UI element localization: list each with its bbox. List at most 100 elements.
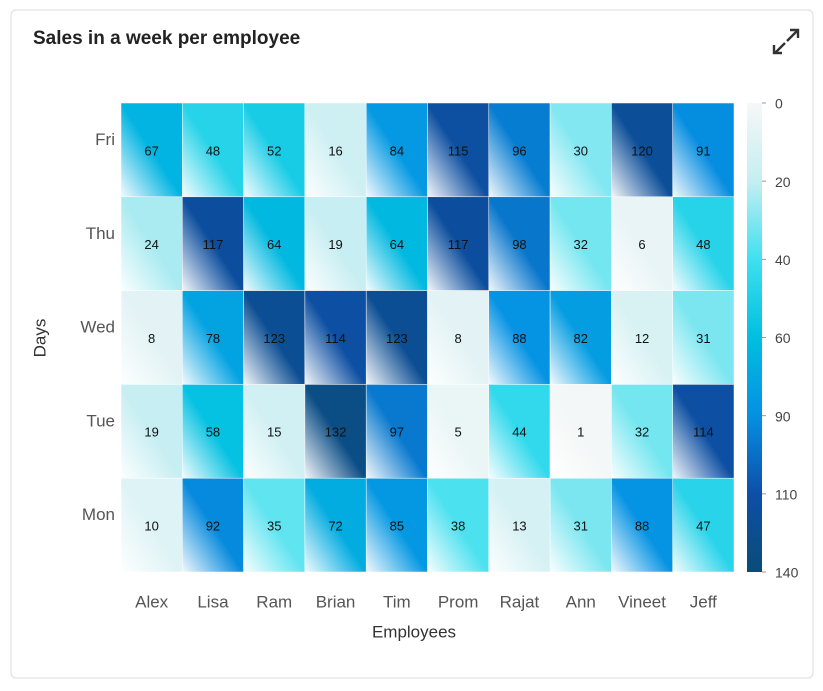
cell-label: 48 — [206, 143, 220, 158]
cell-label: 88 — [635, 519, 649, 534]
cell-label: 64 — [390, 237, 404, 252]
cell-sheen — [121, 478, 183, 572]
cell-sheen — [121, 290, 183, 385]
cell-sheen — [672, 384, 734, 479]
x-tick-label: Brian — [316, 592, 356, 611]
cell-label: 16 — [328, 143, 342, 158]
cell-sheen — [366, 103, 428, 197]
cell-label: 88 — [512, 331, 526, 346]
cell-sheen — [304, 478, 367, 572]
cell-label: 6 — [638, 237, 645, 252]
cell-label: 32 — [635, 425, 649, 440]
cell-sheen — [304, 103, 367, 197]
cell-sheen — [243, 103, 305, 197]
x-tick-label: Prom — [438, 592, 479, 611]
x-axis-title: Employees — [372, 622, 456, 641]
cell-sheen — [427, 384, 489, 479]
cell-label: 12 — [635, 331, 649, 346]
y-tick-label: Mon — [82, 505, 115, 524]
cell-label: 114 — [325, 331, 346, 346]
cell-sheen — [304, 384, 367, 479]
expand-icon[interactable] — [772, 28, 800, 55]
chart-title: Sales in a week per employee — [33, 28, 300, 49]
y-tick-label: Thu — [86, 224, 115, 243]
cell-sheen — [488, 290, 551, 385]
cell-label: 35 — [267, 519, 281, 534]
cell-label: 85 — [390, 519, 404, 534]
cell-label: 132 — [325, 425, 347, 440]
cell-label: 114 — [693, 425, 714, 440]
x-tick-label: Lisa — [197, 592, 229, 611]
cell-sheen — [366, 478, 428, 572]
cell-label: 123 — [263, 331, 285, 346]
cell-label: 78 — [206, 331, 220, 346]
cell-sheen — [611, 196, 673, 291]
cell-sheen — [121, 103, 183, 197]
cell-sheen — [182, 478, 244, 572]
colorbar-label: 90 — [775, 408, 791, 424]
cell-sheen — [550, 478, 612, 572]
cell-sheen — [182, 384, 244, 479]
cell-sheen — [182, 103, 244, 197]
y-tick-label: Wed — [80, 318, 115, 337]
cell-label: 120 — [631, 143, 653, 158]
cell-label: 64 — [267, 237, 281, 252]
cell-sheen — [121, 384, 183, 479]
cell-sheen — [366, 384, 428, 479]
colorbar-label: 140 — [775, 565, 799, 581]
cell-sheen — [243, 384, 305, 479]
cell-label: 47 — [696, 519, 710, 534]
cell-sheen — [427, 103, 489, 197]
x-tick-label: Tim — [383, 592, 411, 611]
y-axis-title: Days — [30, 319, 49, 358]
cell-sheen — [427, 196, 489, 291]
cell-sheen — [672, 196, 734, 291]
cell-label: 67 — [144, 143, 158, 158]
cell-label: 8 — [455, 331, 462, 346]
cell-sheen — [488, 478, 551, 572]
cell-sheen — [550, 290, 612, 385]
cell-label: 115 — [448, 143, 469, 158]
x-tick-label: Alex — [135, 592, 169, 611]
cell-sheen — [488, 196, 551, 291]
y-tick-label: Fri — [95, 130, 115, 149]
cell-sheen — [182, 290, 244, 385]
cell-sheen — [550, 384, 612, 479]
cell-sheen — [366, 290, 428, 385]
colorbar-label: 110 — [775, 487, 798, 503]
cell-label: 52 — [267, 143, 281, 158]
cell-label: 72 — [328, 519, 342, 534]
colorbar-label: 60 — [775, 330, 791, 346]
cell-label: 91 — [696, 143, 710, 158]
cell-sheen — [672, 103, 734, 197]
cell-sheen — [611, 103, 673, 197]
cell-sheen — [427, 290, 489, 385]
cell-label: 97 — [390, 425, 404, 440]
cell-sheen — [611, 384, 673, 479]
cell-label: 30 — [574, 143, 588, 158]
cell-label: 92 — [206, 519, 220, 534]
cell-label: 19 — [144, 425, 158, 440]
cell-sheen — [550, 196, 612, 291]
cell-label: 98 — [512, 237, 526, 252]
cell-label: 13 — [512, 519, 526, 534]
cell-label: 48 — [696, 237, 710, 252]
cell-sheen — [611, 478, 673, 572]
cell-sheen — [304, 290, 367, 385]
cell-sheen — [550, 103, 612, 197]
cell-label: 15 — [267, 425, 281, 440]
cell-label: 84 — [390, 143, 404, 158]
y-tick-label: Tue — [86, 411, 115, 430]
x-tick-label: Ann — [566, 592, 596, 611]
cell-label: 31 — [574, 519, 588, 534]
x-tick-label: Jeff — [690, 592, 717, 611]
cell-label: 8 — [148, 331, 155, 346]
x-tick-label: Rajat — [500, 592, 540, 611]
cell-label: 58 — [206, 425, 220, 440]
cell-sheen — [672, 290, 734, 385]
colorbar-label: 40 — [775, 252, 791, 268]
cell-label: 96 — [512, 143, 526, 158]
cell-label: 117 — [203, 237, 224, 252]
cell-sheen — [182, 196, 244, 291]
